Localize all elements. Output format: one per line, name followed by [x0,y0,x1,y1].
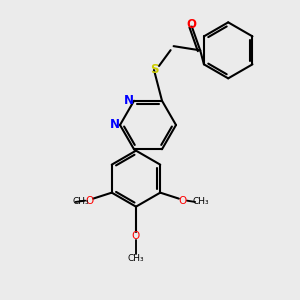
Text: CH₃: CH₃ [192,197,209,206]
Text: O: O [132,231,140,241]
Text: O: O [85,196,93,206]
Text: O: O [187,18,197,31]
Text: N: N [110,118,120,131]
Text: S: S [150,64,158,76]
Text: O: O [179,196,187,206]
Text: N: N [124,94,134,107]
Text: CH₃: CH₃ [73,197,89,206]
Text: CH₃: CH₃ [128,254,145,263]
